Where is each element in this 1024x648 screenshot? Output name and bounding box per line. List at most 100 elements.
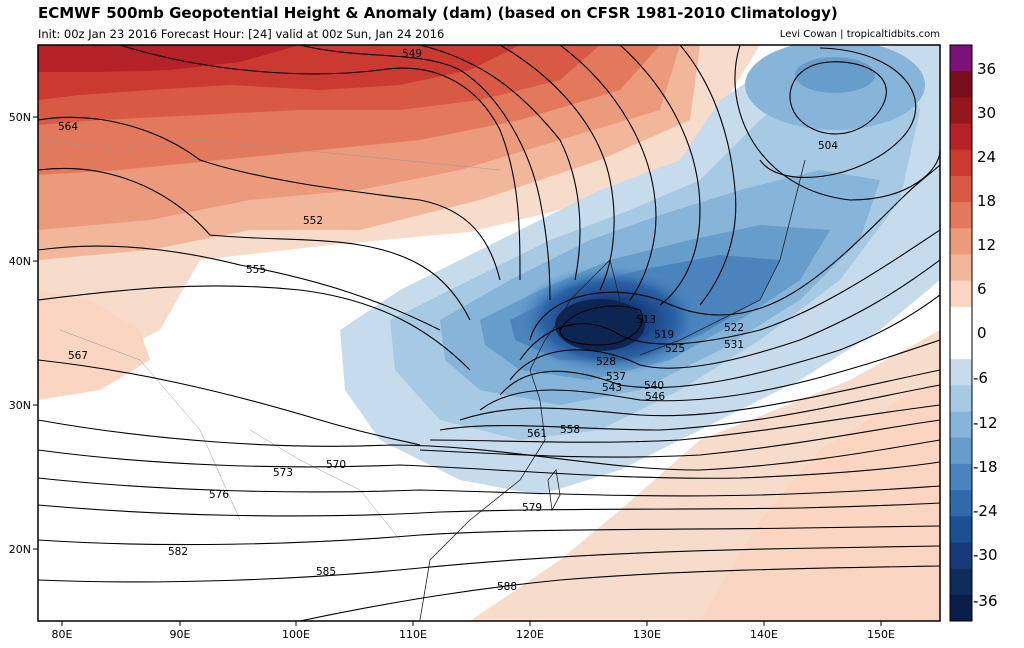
contour-label: 564 — [58, 121, 78, 133]
contour-label: 555 — [246, 264, 266, 276]
contour-line — [439, 384, 940, 431]
colorbar-swatch — [950, 437, 972, 465]
colorbar-swatch — [950, 280, 972, 308]
lon-label: 120E — [516, 628, 544, 641]
axis-labels: 80E 90E 100E 110E 120E 130E 140E 150E 50… — [9, 111, 895, 641]
colorbar-swatch — [950, 45, 972, 72]
contour-label: 576 — [209, 489, 229, 501]
contour-label: 585 — [316, 566, 336, 578]
colorbar-tick-label: 6 — [977, 280, 987, 298]
contour-line — [509, 259, 940, 381]
colorbar-swatch — [950, 359, 972, 386]
contour-label: 525 — [665, 343, 685, 355]
contour-label: 579 — [522, 502, 542, 514]
contour-line — [38, 116, 501, 281]
contour-label: 537 — [606, 371, 626, 383]
contour-line — [479, 339, 940, 411]
contour-line — [429, 404, 940, 443]
contour-line — [559, 45, 657, 301]
contour-line — [38, 449, 940, 479]
colorbar-tick-label: -24 — [973, 502, 998, 520]
contour-line — [559, 305, 643, 346]
contour-line — [459, 369, 940, 421]
anomaly-warm-se — [700, 380, 940, 621]
contour-line — [419, 419, 940, 458]
lon-label: 110E — [399, 628, 427, 641]
contour-label: 549 — [402, 48, 422, 60]
colorbar-swatch — [950, 385, 972, 413]
contour-label: 546 — [645, 391, 665, 403]
contour-label: 519 — [654, 329, 674, 341]
contour-line — [38, 525, 940, 546]
colorbar-swatch — [950, 594, 972, 622]
colorbar-frame — [949, 44, 973, 622]
contour-label: 573 — [273, 467, 293, 479]
contour-labels: 504 513 519 522 525 528 531 537 540 543 … — [58, 48, 838, 593]
colorbar-swatch — [950, 568, 972, 596]
contour-label: 582 — [168, 546, 188, 558]
anomaly-cold-center — [555, 299, 645, 351]
colorbar-swatch — [950, 202, 972, 229]
contour-line — [38, 477, 940, 497]
contour-line — [499, 294, 940, 396]
coastline-korea — [589, 259, 621, 346]
colorbar — [950, 45, 972, 622]
colorbar-tick-label: -30 — [973, 546, 998, 564]
contour-label: 570 — [326, 459, 346, 471]
map-area: 504 513 519 522 525 528 531 537 540 543 … — [38, 45, 940, 621]
lon-label: 130E — [633, 628, 661, 641]
contour-line — [119, 45, 521, 281]
lat-label: 20N — [9, 543, 31, 556]
contour-line — [519, 229, 940, 361]
colorbar-tick-label: 0 — [977, 324, 987, 342]
colorbar-tick-label: 24 — [977, 148, 996, 166]
colorbar-ticks: 36 30 24 18 12 6 0 -6 -12 -18 -24 -30 -3… — [973, 60, 998, 610]
contour-label: 540 — [644, 380, 664, 392]
init-line: Init: 00z Jan 23 2016 Forecast Hour: [24… — [38, 27, 445, 41]
colorbar-swatch — [950, 123, 972, 151]
colorbar-tick-label: 36 — [977, 60, 996, 78]
contour-line — [38, 359, 421, 446]
contour-line — [619, 45, 701, 306]
lat-label: 40N — [9, 255, 31, 268]
contour-line — [499, 45, 615, 291]
contour-line — [38, 545, 940, 583]
contour-label: 504 — [818, 140, 838, 152]
colorbar-swatch — [950, 463, 972, 491]
contour-line — [38, 419, 940, 471]
contour-line — [419, 45, 581, 281]
colorbar-tick-label: -12 — [973, 414, 998, 432]
contour-label: 528 — [596, 356, 616, 368]
colorbar-tick-label: 18 — [977, 192, 996, 210]
lon-label: 80E — [52, 628, 73, 641]
lon-label: 100E — [282, 628, 310, 641]
contour-line — [38, 245, 441, 331]
contour-line — [759, 47, 917, 178]
colorbar-swatch — [950, 516, 972, 543]
colorbar-tick-label: -6 — [973, 369, 988, 387]
colorbar-swatch — [950, 411, 972, 439]
contour-label: 552 — [303, 215, 323, 227]
lat-label: 50N — [9, 111, 31, 124]
colorbar-swatch — [950, 228, 972, 255]
colorbar-swatch — [950, 306, 972, 334]
contour-line — [789, 61, 887, 135]
lon-label: 90E — [170, 628, 191, 641]
contour-line — [38, 502, 940, 517]
credit-line: Levi Cowan | tropicaltidbits.com — [779, 29, 940, 40]
map-title: ECMWF 500mb Geopotential Height & Anomal… — [38, 4, 838, 22]
colorbar-swatch — [950, 71, 972, 98]
contour-label: 513 — [636, 314, 656, 326]
colorbar-tick-label: 30 — [977, 104, 996, 122]
contour-line — [734, 45, 940, 201]
height-contours — [38, 45, 940, 621]
map-frame — [37, 44, 941, 622]
anomaly-ne-low-2 — [795, 57, 875, 93]
contour-label: 567 — [68, 350, 88, 362]
lon-label: 140E — [750, 628, 778, 641]
colorbar-swatch — [950, 175, 972, 203]
contour-line — [679, 45, 737, 306]
contour-line — [38, 167, 471, 321]
colorbar-swatch — [950, 97, 972, 125]
